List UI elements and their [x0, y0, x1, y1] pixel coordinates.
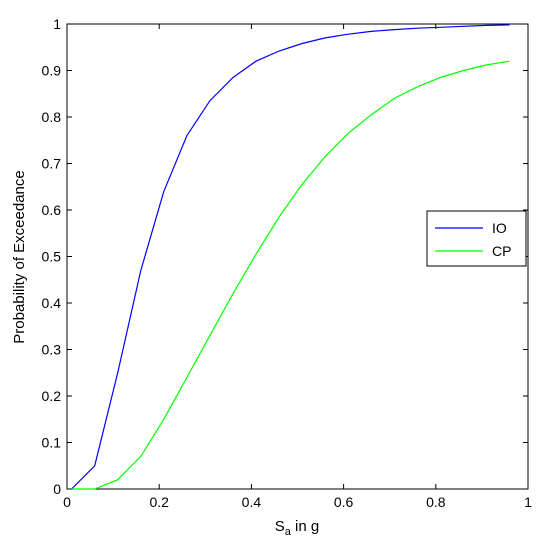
y-axis-title: Probability of Exceedance [11, 170, 28, 343]
y-tick-label: 0 [53, 481, 61, 497]
legend-label-io: IO [492, 220, 507, 236]
x-axis: 0 0.2 0.4 0.6 0.8 1 [63, 24, 532, 510]
y-tick-label: 0.2 [42, 388, 62, 404]
legend: IO CP [426, 210, 527, 267]
legend-box [426, 210, 527, 267]
y-tick-label: 1 [53, 16, 61, 32]
y-tick-label: 0.5 [42, 249, 62, 265]
x-tick-label: 0.6 [334, 494, 354, 510]
y-tick-label: 0.9 [42, 63, 62, 79]
x-tick-label: 0.8 [426, 494, 446, 510]
y-axis: 0 0.1 0.2 0.3 0.4 0.5 0.6 0.7 0.8 0.9 1 [42, 16, 528, 497]
y-tick-label: 0.3 [42, 342, 62, 358]
series-lines [71, 24, 510, 490]
y-tick-label: 0.6 [42, 202, 62, 218]
y-tick-label: 0.8 [42, 109, 62, 125]
y-tick-label: 0.7 [42, 156, 62, 172]
series-line-io [71, 24, 510, 490]
y-tick-label: 0.1 [42, 435, 62, 451]
legend-label-cp: CP [492, 243, 511, 259]
y-tick-label: 0.4 [42, 295, 62, 311]
x-tick-label: 1 [524, 494, 532, 510]
x-tick-label: 0 [63, 494, 71, 510]
series-line-cp [71, 60, 510, 490]
x-tick-label: 0.2 [149, 494, 169, 510]
x-tick-label: 0.4 [242, 494, 262, 510]
x-axis-title: Sa in g [275, 518, 320, 538]
